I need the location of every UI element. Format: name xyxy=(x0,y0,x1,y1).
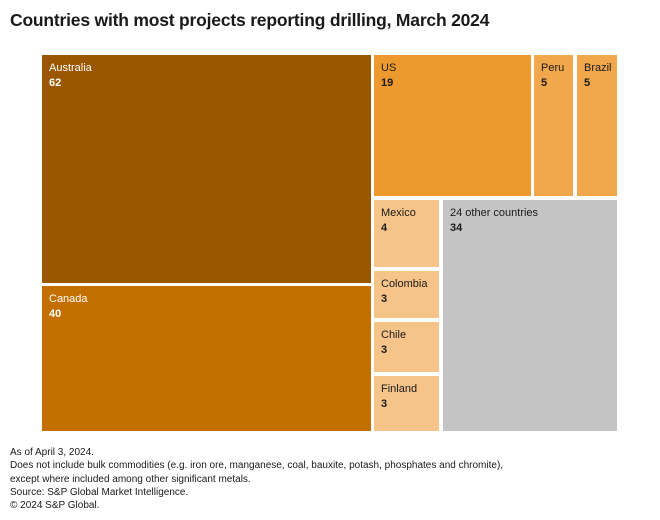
tile-value: 34 xyxy=(450,221,463,234)
tile-label: Chile xyxy=(381,329,407,341)
tile-label: Finland xyxy=(381,383,418,395)
tile-value: 5 xyxy=(541,76,548,89)
treemap-tile-peru: Peru 5 xyxy=(534,55,573,196)
treemap-tile-canada: Canada 40 xyxy=(42,286,371,431)
treemap-tile-finland: Finland 3 xyxy=(374,376,439,431)
footnote-line: except where included among other signif… xyxy=(10,473,251,485)
footnotes: As of April 3, 2024. Does not include bul… xyxy=(10,446,503,512)
footnote-line: Source: S&P Global Market Intelligence. xyxy=(10,486,189,498)
tile-label: Mexico xyxy=(381,207,416,219)
tile-value: 3 xyxy=(381,292,388,305)
tile-label: Canada xyxy=(49,293,88,305)
tile-value: 5 xyxy=(584,76,591,89)
treemap-tile-brazil: Brazil 5 xyxy=(577,55,617,196)
footnote-line: As of April 3, 2024. xyxy=(10,447,94,458)
tile-label: 24 other countries xyxy=(450,207,539,219)
tile-value: 62 xyxy=(49,76,62,89)
tile-value: 40 xyxy=(49,307,62,320)
treemap-tile-24-other-countries: 24 other countries 34 xyxy=(443,200,617,431)
tile-label: Colombia xyxy=(381,278,428,290)
footnote-line: © 2024 S&P Global. xyxy=(10,500,100,512)
treemap-tile-us: US 19 xyxy=(374,55,531,196)
treemap-tile-chile: Chile 3 xyxy=(374,322,439,372)
tile-value: 4 xyxy=(381,221,388,234)
treemap-tile-colombia: Colombia 3 xyxy=(374,271,439,318)
footnote-line: Does not include bulk commodities (e.g. … xyxy=(10,460,504,472)
treemap: Australia 62 Canada 40 US 19 Peru 5 Brazil 5 Mexic… xyxy=(42,55,617,431)
treemap-tile-mexico: Mexico 4 xyxy=(374,200,439,267)
tile-value: 19 xyxy=(381,76,394,89)
tile-label: US xyxy=(381,62,397,74)
tile-value: 3 xyxy=(381,343,388,356)
chart-title: Countries with most projects reporting d… xyxy=(10,10,490,30)
tile-label: Brazil xyxy=(584,62,612,74)
tile-label: Australia xyxy=(49,62,92,74)
treemap-tile-australia: Australia 62 xyxy=(42,55,371,283)
tile-value: 3 xyxy=(381,397,388,410)
tile-label: Peru xyxy=(541,62,565,74)
